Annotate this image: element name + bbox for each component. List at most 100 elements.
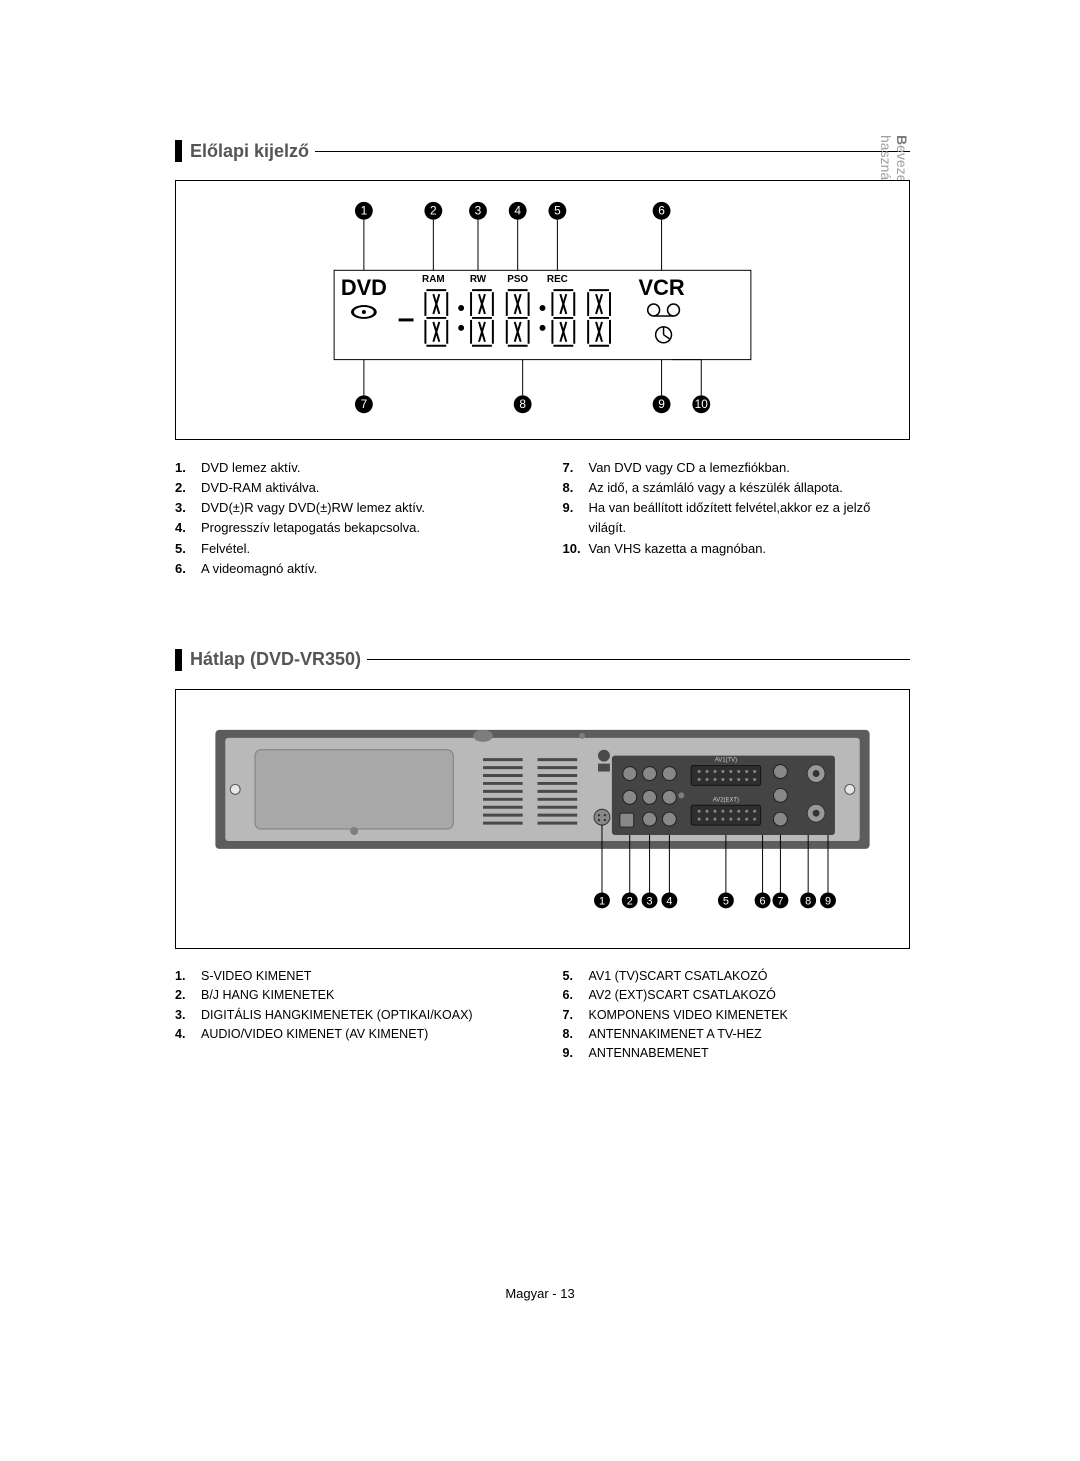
svg-text:RAM: RAM: [422, 274, 445, 285]
section2-legend: 1.S-VIDEO KIMENET2.B/J HANG KIMENETEK3.D…: [175, 967, 910, 1064]
legend-num: 7.: [563, 1006, 589, 1025]
svg-text:10: 10: [695, 397, 709, 411]
legend-num: 2.: [175, 986, 201, 1005]
section1-title: Előlapi kijelző: [190, 141, 309, 162]
svg-text:DVD: DVD: [341, 275, 387, 300]
section1-header: Előlapi kijelző: [175, 140, 910, 162]
legend-num: 4.: [175, 1025, 201, 1044]
section-rule: [315, 151, 910, 152]
legend-col-right: 7.Van DVD vagy CD a lemezfiókban.8.Az id…: [563, 458, 911, 579]
svg-text:8: 8: [519, 397, 526, 411]
legend-text: DIGITÁLIS HANGKIMENETEK (OPTIKAI/KOAX): [201, 1006, 523, 1025]
section1-legend: 1.DVD lemez aktív.2.DVD-RAM aktiválva.3.…: [175, 458, 910, 579]
svg-text:6: 6: [658, 204, 665, 218]
legend-text: A videomagnó aktív.: [201, 559, 523, 579]
legend-row: 10.Van VHS kazetta a magnóban.: [563, 539, 911, 559]
svg-text:3: 3: [647, 895, 653, 907]
legend-text: Az idő, a számláló vagy a készülék állap…: [589, 478, 911, 498]
legend-num: 8.: [563, 478, 589, 498]
front-display-svg: 1 2 3 4 5 6 DVD RAM RW PSO REC VCR: [176, 181, 909, 439]
legend-text: Felvétel.: [201, 539, 523, 559]
section2-title: Hátlap (DVD-VR350): [190, 649, 361, 670]
legend-text: KOMPONENS VIDEO KIMENETEK: [589, 1006, 911, 1025]
svg-text:REC: REC: [547, 274, 568, 285]
svg-text:PSO: PSO: [507, 274, 528, 285]
svg-text:5: 5: [554, 204, 561, 218]
legend-num: 9.: [563, 498, 589, 538]
legend-num: 3.: [175, 1006, 201, 1025]
legend-row: 2.B/J HANG KIMENETEK: [175, 986, 523, 1005]
page-footer: Magyar - 13: [0, 1286, 1080, 1301]
legend-num: 10.: [563, 539, 589, 559]
svg-text:7: 7: [777, 895, 783, 907]
svg-text:7: 7: [361, 397, 368, 411]
legend-text: Van VHS kazetta a magnóban.: [589, 539, 911, 559]
svg-text:2: 2: [430, 204, 437, 218]
legend-text: AUDIO/VIDEO KIMENET (AV KIMENET): [201, 1025, 523, 1044]
svg-text:4: 4: [514, 204, 521, 218]
svg-text:3: 3: [475, 204, 482, 218]
legend-num: 9.: [563, 1044, 589, 1063]
legend-row: 7.KOMPONENS VIDEO KIMENETEK: [563, 1006, 911, 1025]
legend-num: 6.: [563, 986, 589, 1005]
svg-text:2: 2: [627, 895, 633, 907]
legend-row: 9.Ha van beállított időzített felvétel,a…: [563, 498, 911, 538]
legend-row: 5.AV1 (TV)SCART CSATLAKOZÓ: [563, 967, 911, 986]
legend-num: 2.: [175, 478, 201, 498]
legend-row: 7.Van DVD vagy CD a lemezfiókban.: [563, 458, 911, 478]
section-bar: [175, 649, 182, 671]
section-rule: [367, 659, 910, 660]
front-display-diagram: 1 2 3 4 5 6 DVD RAM RW PSO REC VCR: [175, 180, 910, 440]
legend-text: Van DVD vagy CD a lemezfiókban.: [589, 458, 911, 478]
side-tab-bold: B: [894, 135, 910, 145]
legend-row: 6.AV2 (EXT)SCART CSATLAKOZÓ: [563, 986, 911, 1005]
legend-text: AV2 (EXT)SCART CSATLAKOZÓ: [589, 986, 911, 1005]
legend-text: S-VIDEO KIMENET: [201, 967, 523, 986]
svg-text:1: 1: [361, 204, 368, 218]
legend-num: 5.: [175, 539, 201, 559]
legend-row: 8.ANTENNAKIMENET A TV-HEZ: [563, 1025, 911, 1044]
svg-text:5: 5: [723, 895, 729, 907]
legend-text: AV1 (TV)SCART CSATLAKOZÓ: [589, 967, 911, 986]
legend-col-left: 1.DVD lemez aktív.2.DVD-RAM aktiválva.3.…: [175, 458, 523, 579]
svg-text:1: 1: [599, 895, 605, 907]
section-bar: [175, 140, 182, 162]
section2-header: Hátlap (DVD-VR350): [175, 649, 910, 671]
svg-text:RW: RW: [470, 274, 487, 285]
legend-row: 3.DVD(±)R vagy DVD(±)RW lemez aktív.: [175, 498, 523, 518]
legend-text: Progresszív letapogatás bekapcsolva.: [201, 518, 523, 538]
legend-text: Ha van beállított időzített felvétel,akk…: [589, 498, 911, 538]
legend-text: DVD-RAM aktiválva.: [201, 478, 523, 498]
rear-panel-diagram: AV1(TV) AV2(EXT) 1 2 3 4 5 6 7 8 9: [175, 689, 910, 949]
legend-row: 6.A videomagnó aktív.: [175, 559, 523, 579]
legend-text: ANTENNABEMENET: [589, 1044, 911, 1063]
legend-text: DVD lemez aktív.: [201, 458, 523, 478]
legend-row: 4.AUDIO/VIDEO KIMENET (AV KIMENET): [175, 1025, 523, 1044]
legend-row: 2.DVD-RAM aktiválva.: [175, 478, 523, 498]
legend-text: DVD(±)R vagy DVD(±)RW lemez aktív.: [201, 498, 523, 518]
legend-col-right: 5.AV1 (TV)SCART CSATLAKOZÓ6.AV2 (EXT)SCA…: [563, 967, 911, 1064]
svg-text:AV2(EXT): AV2(EXT): [713, 797, 739, 803]
svg-text:9: 9: [825, 895, 831, 907]
legend-num: 1.: [175, 458, 201, 478]
svg-text:AV1(TV): AV1(TV): [715, 757, 737, 763]
legend-num: 4.: [175, 518, 201, 538]
svg-text:6: 6: [760, 895, 766, 907]
legend-row: 3.DIGITÁLIS HANGKIMENETEK (OPTIKAI/KOAX): [175, 1006, 523, 1025]
legend-num: 7.: [563, 458, 589, 478]
legend-row: 4.Progresszív letapogatás bekapcsolva.: [175, 518, 523, 538]
legend-num: 3.: [175, 498, 201, 518]
legend-text: B/J HANG KIMENETEK: [201, 986, 523, 1005]
legend-row: 9.ANTENNABEMENET: [563, 1044, 911, 1063]
rear-panel-svg: AV1(TV) AV2(EXT) 1 2 3 4 5 6 7 8 9: [176, 720, 909, 948]
legend-num: 8.: [563, 1025, 589, 1044]
legend-num: 6.: [175, 559, 201, 579]
legend-num: 5.: [563, 967, 589, 986]
svg-text:4: 4: [666, 895, 672, 907]
svg-text:8: 8: [805, 895, 811, 907]
legend-text: ANTENNAKIMENET A TV-HEZ: [589, 1025, 911, 1044]
legend-row: 1.S-VIDEO KIMENET: [175, 967, 523, 986]
legend-col-left: 1.S-VIDEO KIMENET2.B/J HANG KIMENETEK3.D…: [175, 967, 523, 1064]
legend-row: 1.DVD lemez aktív.: [175, 458, 523, 478]
legend-row: 5.Felvétel.: [175, 539, 523, 559]
